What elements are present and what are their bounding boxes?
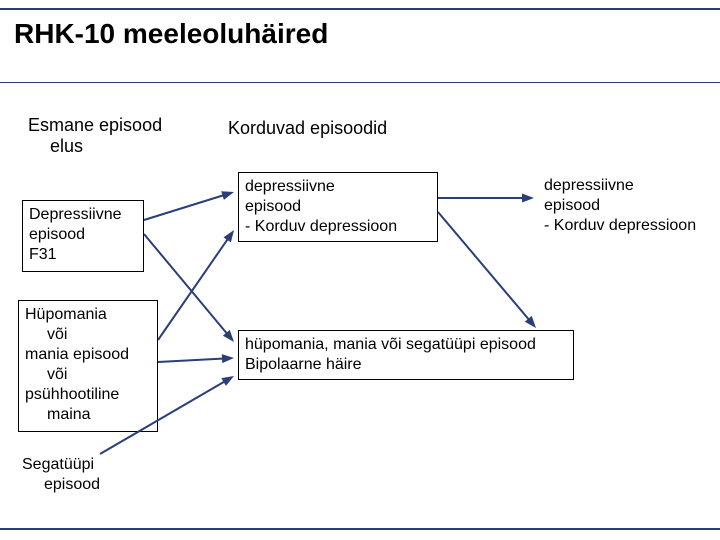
depr-mid-l1: depressiivne [245,178,335,195]
depr-right-l1: depressiivne [544,177,634,194]
label-mixed-source: Segatüüpi episood [22,455,100,495]
bipolar-l1: hüpomania, mania või segatüüpi episood [245,336,536,353]
mixed-l1: Segatüüpi [22,456,94,473]
mixed-l2: episood [44,475,100,495]
hypo-l4: või [47,365,67,385]
hypo-l1: Hüpomania [25,306,107,323]
depr-mid-l2: episood [245,198,301,215]
depr-right-l3: - Korduv depressioon [544,217,696,234]
depr-mid-l3: - Korduv depressioon [245,218,397,235]
bipolar-l2: Bipolaarne häire [245,356,362,373]
hypo-l5: psühhootiline [25,386,119,403]
title-band: RHK-10 meeleoluhäired [0,8,720,83]
depr-right-l2: episood [544,197,600,214]
box-bipolar: hüpomania, mania või segatüüpi episood B… [238,330,574,380]
hypo-l6: maina [47,405,91,425]
box-depressive-source: Depressiivne episood F31 [22,200,144,272]
bottom-line [0,528,720,530]
hypo-l2: või [47,325,67,345]
heading-right: Korduvad episoodid [228,118,387,139]
slide-title: RHK-10 meeleoluhäired [14,18,328,50]
hypo-l3: mania episood [25,346,129,363]
box-depressive-right: depressiivne episood - Korduv depressioo… [538,172,718,242]
heading-left-l1: Esmane episood [28,115,162,135]
depr-src-l2: episood [29,226,85,243]
heading-left: Esmane episood elus [28,115,162,157]
box-hypomania-source: Hüpomania või mania episood või psühhoot… [18,300,158,432]
heading-left-l2: elus [50,136,83,157]
depr-src-l1: Depressiivne [29,206,121,223]
depr-src-l3: F31 [29,246,57,263]
box-depressive-mid: depressiivne episood - Korduv depressioo… [238,172,438,242]
